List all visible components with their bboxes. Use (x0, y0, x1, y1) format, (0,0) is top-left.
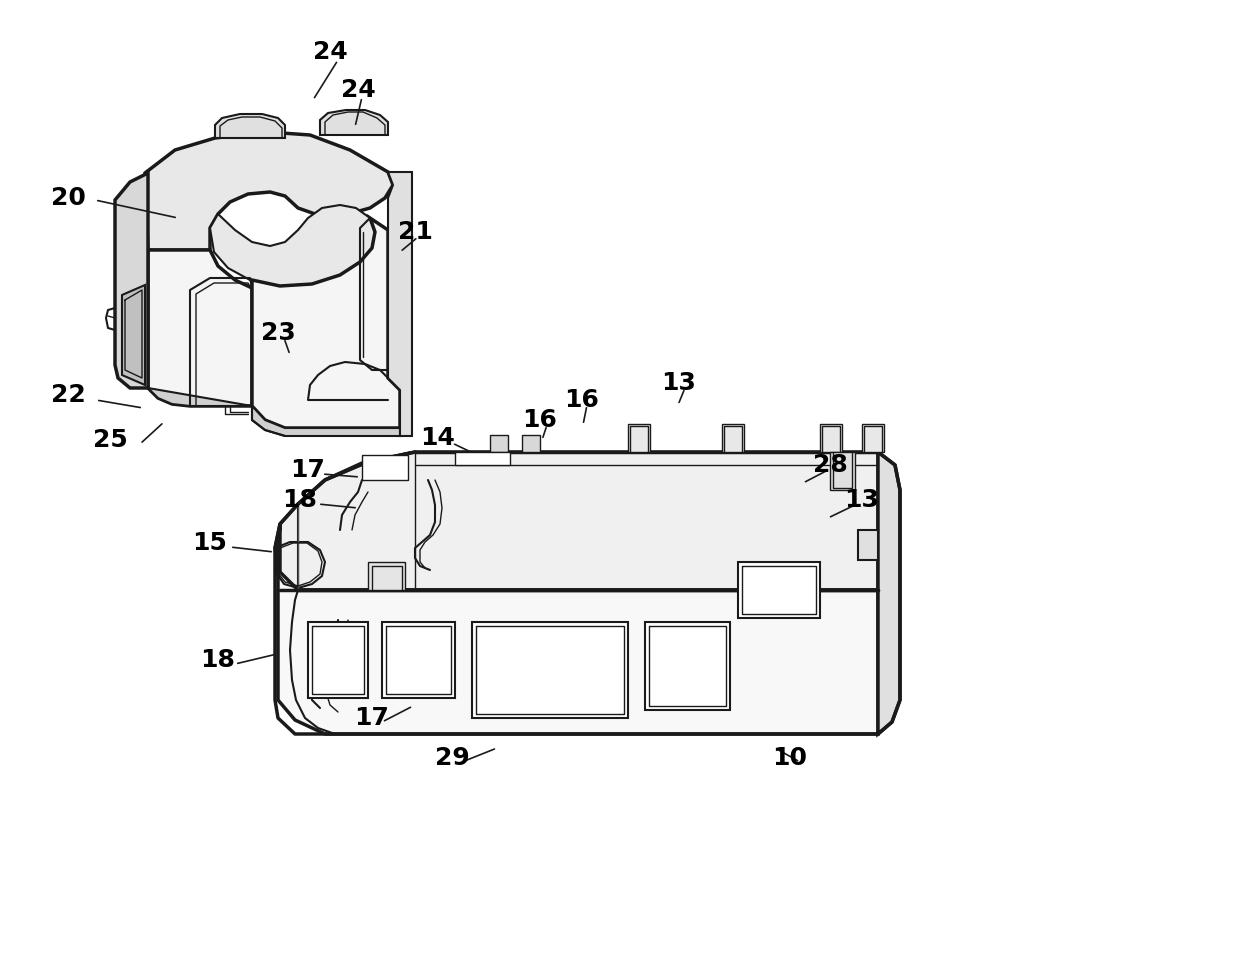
Text: 13: 13 (662, 371, 697, 395)
Polygon shape (878, 452, 900, 734)
Polygon shape (862, 424, 884, 452)
Polygon shape (722, 424, 744, 452)
Polygon shape (215, 114, 285, 138)
Polygon shape (382, 622, 455, 698)
Polygon shape (148, 388, 401, 436)
Polygon shape (275, 452, 878, 590)
Text: 16: 16 (564, 388, 599, 412)
Polygon shape (490, 435, 508, 452)
Polygon shape (455, 452, 510, 465)
Polygon shape (830, 452, 856, 490)
Text: 24: 24 (312, 40, 347, 64)
Text: 29: 29 (435, 746, 470, 770)
Polygon shape (388, 172, 412, 436)
Polygon shape (738, 562, 820, 618)
Polygon shape (362, 455, 408, 480)
Text: 25: 25 (93, 428, 128, 452)
Text: 17: 17 (355, 706, 389, 730)
Polygon shape (522, 435, 539, 452)
Text: 16: 16 (522, 408, 558, 432)
Polygon shape (472, 622, 627, 718)
Text: 23: 23 (260, 321, 295, 345)
Text: 15: 15 (192, 531, 227, 555)
Text: 10: 10 (773, 746, 807, 770)
Polygon shape (148, 250, 252, 406)
Polygon shape (308, 622, 368, 698)
Text: 21: 21 (398, 220, 433, 244)
Polygon shape (627, 424, 650, 452)
Text: 22: 22 (51, 383, 86, 407)
Polygon shape (115, 173, 148, 388)
Polygon shape (252, 218, 401, 428)
Polygon shape (368, 562, 405, 590)
Text: 24: 24 (341, 78, 376, 102)
Text: 17: 17 (290, 458, 325, 482)
Polygon shape (122, 285, 145, 385)
Polygon shape (278, 453, 870, 590)
Polygon shape (278, 524, 878, 734)
Text: 14: 14 (420, 426, 455, 450)
Text: 28: 28 (812, 453, 847, 477)
Polygon shape (145, 132, 393, 250)
Text: 18: 18 (283, 488, 317, 512)
Polygon shape (320, 110, 388, 135)
Polygon shape (820, 424, 842, 452)
Polygon shape (210, 205, 374, 286)
Polygon shape (858, 530, 878, 560)
Text: 13: 13 (844, 488, 879, 512)
Text: 18: 18 (201, 648, 236, 672)
Text: 20: 20 (51, 186, 86, 210)
Polygon shape (645, 622, 730, 710)
